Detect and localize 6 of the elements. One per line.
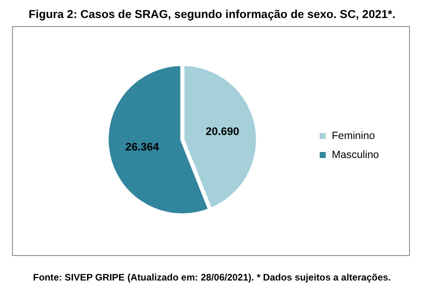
data-label: 20.690 bbox=[206, 126, 240, 138]
data-label: 26.364 bbox=[125, 141, 160, 154]
chart-title: Figura 2: Casos de SRAG, segundo informação de sexo. SC, 2021*. bbox=[28, 9, 396, 21]
legend-label: Masculino bbox=[332, 149, 380, 161]
source-note: Fonte: SIVEP GRIPE (Atualizado em: 28/06/2021). * Dados sujeitos a alterações. bbox=[33, 272, 391, 284]
legend-label: Feminino bbox=[332, 130, 376, 142]
